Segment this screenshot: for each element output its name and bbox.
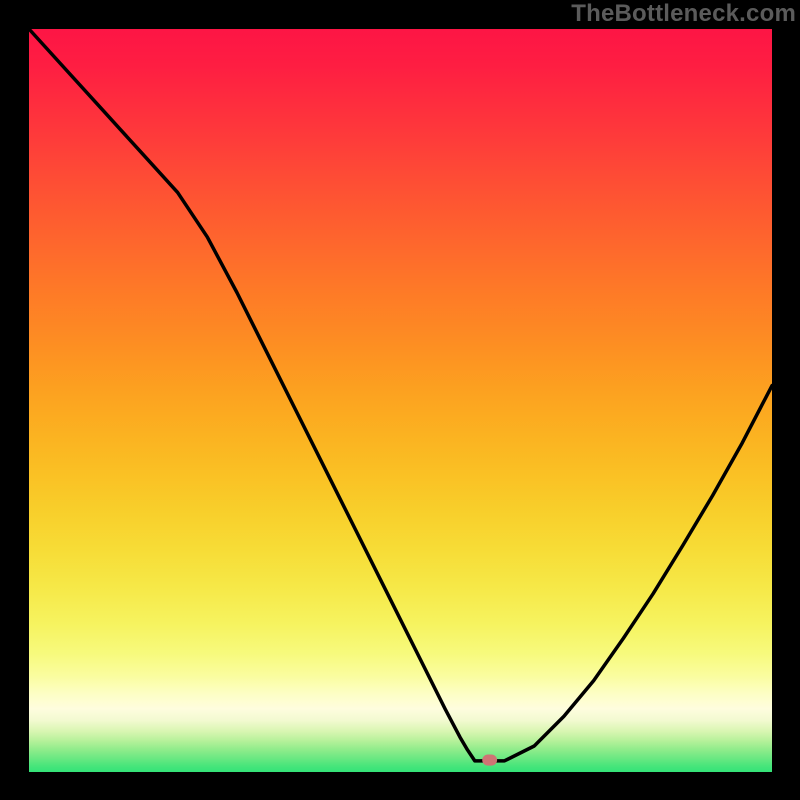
bottleneck-chart (0, 0, 800, 800)
chart-container: TheBottleneck.com (0, 0, 800, 800)
optimal-point-marker (482, 755, 497, 766)
plot-background (29, 29, 772, 772)
